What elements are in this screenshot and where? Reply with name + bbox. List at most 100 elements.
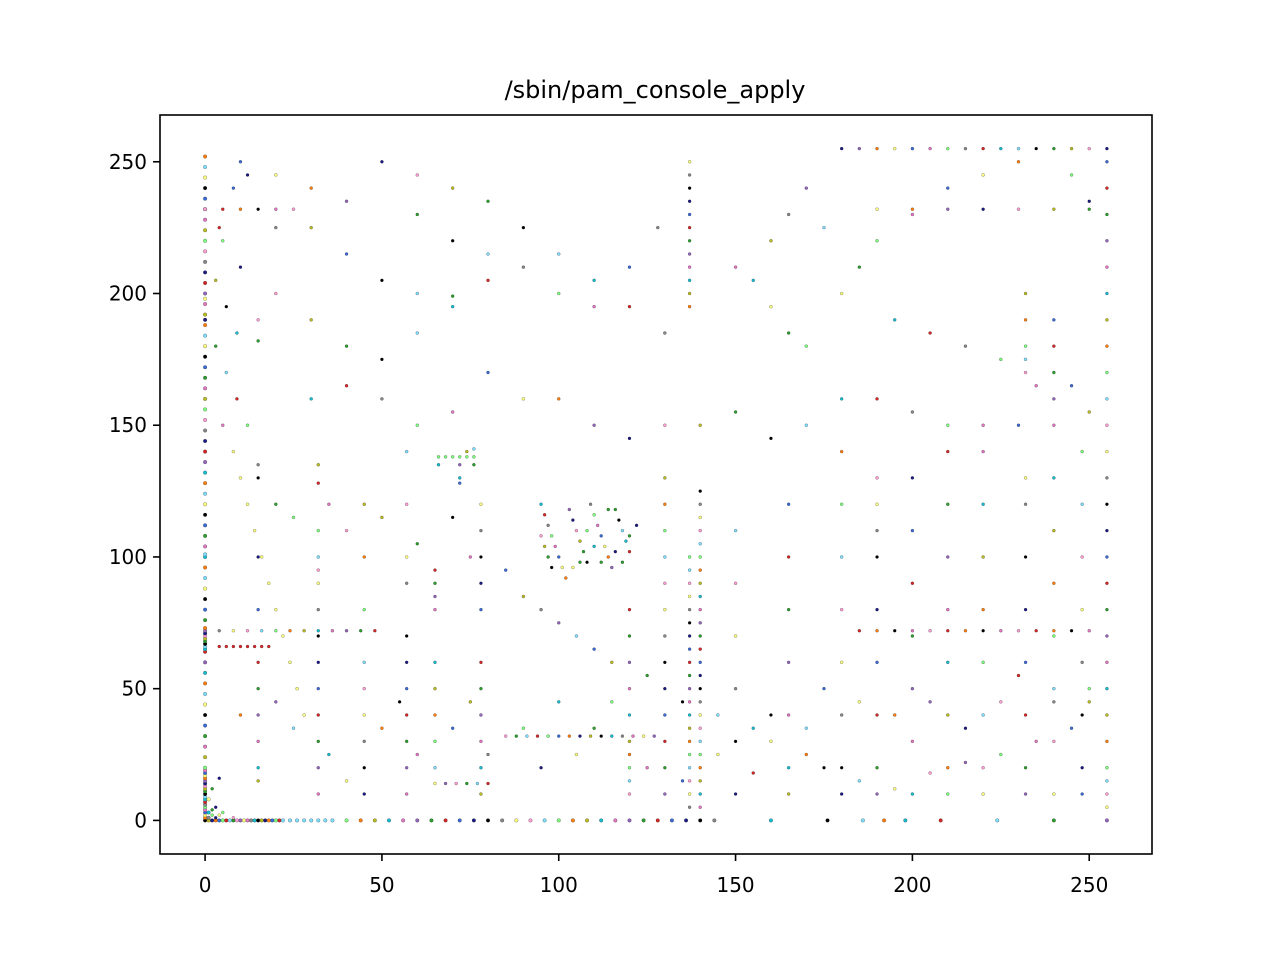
x-axis: 0 50 100 150 200 250 <box>199 854 1108 897</box>
data-point <box>680 700 685 704</box>
data-point <box>316 607 320 612</box>
data-point <box>457 818 462 823</box>
data-point <box>1016 146 1021 151</box>
data-point <box>733 739 738 744</box>
data-point <box>875 146 879 151</box>
data-point <box>433 594 437 599</box>
data-point <box>963 344 968 348</box>
data-point <box>203 323 208 328</box>
data-point <box>316 629 320 633</box>
data-point <box>893 787 897 791</box>
data-point <box>698 528 702 533</box>
data-point <box>610 734 614 738</box>
data-point <box>669 818 674 823</box>
data-point <box>687 713 692 717</box>
data-point <box>663 502 667 506</box>
data-point <box>245 644 250 649</box>
data-point <box>663 555 667 559</box>
data-point <box>380 278 384 283</box>
data-point <box>203 765 208 770</box>
data-point <box>687 700 692 704</box>
data-point <box>514 734 519 738</box>
data-point <box>698 581 702 585</box>
data-point <box>224 304 229 309</box>
data-point <box>857 700 862 704</box>
data-point <box>1087 686 1091 691</box>
x-tick-label: 0 <box>199 873 212 897</box>
data-point <box>210 787 214 791</box>
data-point <box>404 634 409 638</box>
data-point <box>571 518 575 522</box>
data-point <box>203 597 208 602</box>
data-point <box>486 752 490 757</box>
data-point <box>206 797 211 802</box>
data-point <box>203 196 208 201</box>
data-point <box>946 146 950 151</box>
data-point <box>245 423 250 427</box>
data-point <box>217 225 221 230</box>
data-point <box>857 629 862 633</box>
data-point <box>1023 713 1028 717</box>
data-point <box>415 542 419 546</box>
data-point <box>450 515 455 520</box>
data-point <box>479 607 483 612</box>
data-point <box>436 463 441 467</box>
data-point <box>910 629 915 633</box>
data-point <box>860 818 865 823</box>
data-point <box>946 555 950 559</box>
data-point <box>203 660 208 665</box>
data-point <box>291 515 296 520</box>
data-point <box>698 673 702 678</box>
data-point <box>606 555 610 559</box>
data-point <box>804 344 808 348</box>
data-point <box>281 634 285 638</box>
data-point <box>1105 607 1109 612</box>
x-tick-label: 250 <box>1070 873 1108 897</box>
chart-title: /sbin/pam_console_apply <box>505 76 806 104</box>
data-point <box>1023 291 1028 296</box>
data-point <box>663 686 667 691</box>
data-point <box>362 792 366 796</box>
data-point <box>592 726 596 730</box>
data-point <box>231 629 236 633</box>
data-point <box>910 146 915 151</box>
data-point <box>1080 660 1084 665</box>
data-point <box>557 291 561 296</box>
data-point <box>528 818 533 823</box>
data-point <box>893 629 897 633</box>
data-point <box>627 792 632 796</box>
data-point <box>875 607 879 612</box>
data-point <box>486 278 490 283</box>
data-point <box>486 252 490 256</box>
data-point <box>698 607 702 612</box>
data-point <box>316 713 320 717</box>
data-point <box>875 660 879 665</box>
data-point <box>769 739 773 744</box>
data-point <box>203 296 208 301</box>
data-point <box>280 818 285 823</box>
data-point <box>210 813 214 817</box>
data-point <box>1023 555 1028 559</box>
data-point <box>401 818 406 823</box>
data-point <box>203 207 208 212</box>
data-point <box>1034 629 1038 633</box>
data-point <box>404 713 409 717</box>
data-point <box>504 734 508 738</box>
data-point <box>415 212 419 217</box>
data-point <box>433 766 437 770</box>
data-point <box>946 766 950 770</box>
data-point <box>1105 397 1109 401</box>
data-point <box>224 644 229 649</box>
data-point <box>663 331 667 335</box>
data-point <box>309 186 313 190</box>
data-point <box>443 781 448 786</box>
data-point <box>786 713 791 717</box>
data-point <box>539 534 543 538</box>
data-point <box>588 502 593 506</box>
data-point <box>733 792 738 796</box>
data-point <box>316 792 320 796</box>
data-point <box>786 792 791 796</box>
data-point <box>316 568 320 572</box>
data-point <box>893 146 897 151</box>
data-point <box>981 660 985 665</box>
